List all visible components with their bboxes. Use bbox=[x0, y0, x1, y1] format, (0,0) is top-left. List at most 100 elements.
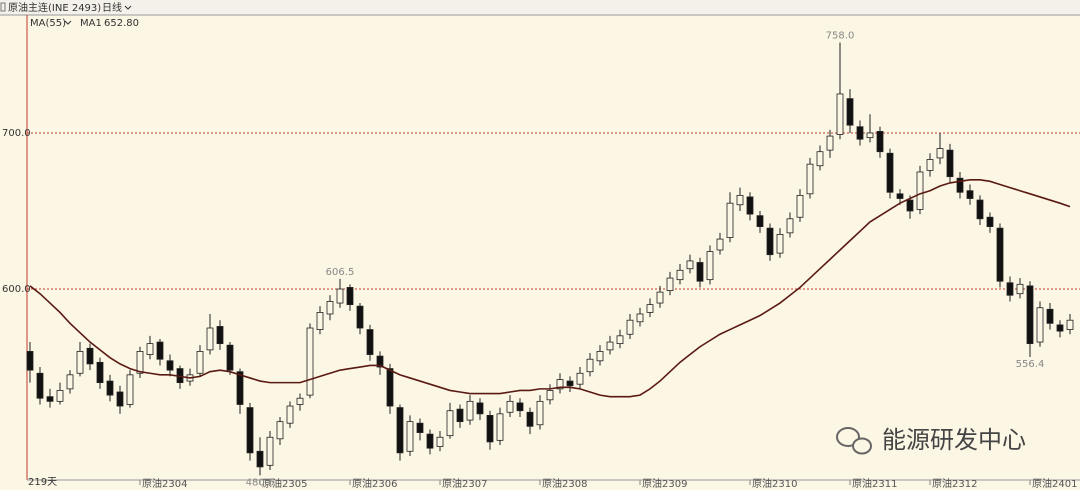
candle-body bbox=[116, 391, 124, 407]
x-tick-label: 原油2401 bbox=[1032, 477, 1077, 490]
day-count: 219天 bbox=[28, 477, 57, 488]
header-title: 原油主连(INE 2493) bbox=[8, 1, 101, 14]
candle-body bbox=[446, 410, 454, 437]
candle-body bbox=[126, 374, 134, 405]
candle-body bbox=[276, 421, 284, 440]
candle-body bbox=[416, 422, 424, 433]
candle-body bbox=[866, 132, 874, 139]
candle-body bbox=[86, 347, 94, 365]
period-chevron[interactable] bbox=[124, 5, 132, 10]
candle-body bbox=[936, 148, 944, 159]
x-tick-label: 原油2308 bbox=[542, 477, 587, 490]
candle-body bbox=[526, 411, 534, 427]
candle-body bbox=[846, 98, 854, 126]
candle-body bbox=[796, 194, 804, 218]
candle-body bbox=[696, 262, 704, 282]
candle-body bbox=[26, 351, 34, 371]
candle-body bbox=[246, 407, 254, 454]
candle-body bbox=[656, 291, 664, 304]
candle-body bbox=[146, 343, 154, 355]
candle-body bbox=[886, 152, 894, 193]
header-period: 日线 bbox=[102, 1, 122, 14]
legend-name: MA1 bbox=[80, 18, 102, 29]
candle-body bbox=[36, 372, 44, 399]
x-tick-label: 原油2311 bbox=[852, 477, 897, 490]
candle-body bbox=[586, 358, 594, 373]
candle-body bbox=[476, 402, 484, 415]
candle-body bbox=[1066, 319, 1074, 330]
candle-body bbox=[326, 301, 334, 315]
candle-body bbox=[96, 361, 104, 384]
candle-body bbox=[856, 126, 864, 140]
x-tick-label: 原油2305 bbox=[262, 477, 307, 490]
candle-body bbox=[976, 199, 984, 220]
candle-body bbox=[346, 287, 354, 306]
candle-body bbox=[956, 177, 964, 193]
candle-body bbox=[926, 159, 934, 171]
candle-body bbox=[966, 190, 974, 199]
x-tick-label: 原油2310 bbox=[752, 477, 797, 490]
candle-body bbox=[266, 436, 274, 466]
candle-body bbox=[286, 405, 294, 424]
candle-body bbox=[366, 329, 374, 355]
candle-body bbox=[726, 202, 734, 238]
candle-body bbox=[986, 216, 994, 227]
candle-body bbox=[996, 227, 1004, 282]
candle-body bbox=[746, 196, 754, 215]
candle-body bbox=[676, 269, 684, 281]
candle-body bbox=[916, 171, 924, 210]
candle-body bbox=[386, 368, 394, 407]
candle-body bbox=[826, 135, 834, 151]
candle-body bbox=[896, 193, 904, 199]
candle-body bbox=[356, 305, 364, 329]
x-tick-label: 原油2307 bbox=[442, 477, 487, 490]
candle-body bbox=[506, 400, 514, 413]
candle-body bbox=[566, 380, 574, 387]
candle-body bbox=[946, 149, 954, 178]
candle-body bbox=[1016, 283, 1024, 295]
candle-body bbox=[156, 341, 164, 360]
candle-body bbox=[316, 312, 324, 330]
annotation: 480.6 bbox=[246, 477, 275, 488]
legend-value: 652.80 bbox=[104, 18, 139, 29]
candle-body bbox=[216, 326, 224, 345]
indicator-chevron[interactable] bbox=[64, 20, 72, 25]
candle-body bbox=[576, 372, 584, 385]
candle-body bbox=[706, 251, 714, 281]
candle-body bbox=[56, 390, 64, 402]
ma-line bbox=[29, 178, 1071, 398]
candle-body bbox=[596, 351, 604, 362]
candle-body bbox=[816, 151, 824, 167]
candle-body bbox=[666, 277, 674, 291]
candle-body bbox=[436, 436, 444, 448]
candle-body bbox=[106, 380, 114, 396]
candle-body bbox=[806, 163, 814, 195]
candle-body bbox=[336, 288, 344, 304]
candle-body bbox=[636, 313, 644, 323]
candle-body bbox=[226, 344, 234, 371]
candle-body bbox=[516, 402, 524, 412]
candle-body bbox=[736, 194, 744, 206]
candle-body bbox=[906, 199, 914, 212]
candle-body bbox=[46, 396, 54, 402]
candle-body bbox=[236, 371, 244, 405]
candle-body bbox=[376, 355, 384, 368]
candle-body bbox=[196, 351, 204, 374]
candle-body bbox=[456, 408, 464, 423]
candle-body bbox=[1036, 307, 1044, 343]
x-tick-label: 原油2306 bbox=[352, 477, 397, 490]
x-tick-label: 原油2312 bbox=[932, 477, 977, 490]
candle-body bbox=[296, 397, 304, 405]
candle-body bbox=[556, 379, 564, 390]
candle-body bbox=[616, 335, 624, 345]
candle-body bbox=[256, 450, 264, 468]
candle-body bbox=[66, 374, 74, 390]
indicator-label[interactable]: MA(55) bbox=[30, 18, 66, 29]
candle-body bbox=[486, 414, 494, 443]
candle-body bbox=[786, 218, 794, 234]
y-tick-label: 700.0 bbox=[2, 128, 31, 139]
candle-body bbox=[76, 351, 84, 374]
candle-body bbox=[136, 351, 144, 374]
candle-body bbox=[876, 131, 884, 153]
